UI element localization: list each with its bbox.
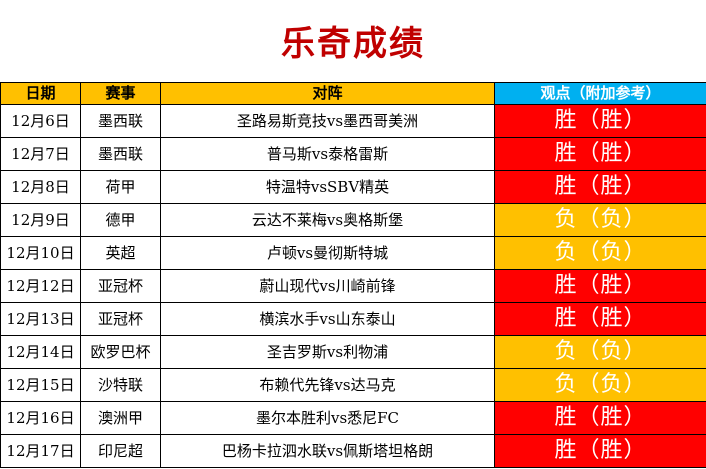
league-cell: 荷甲 bbox=[80, 170, 161, 204]
table-row: 12月7日 墨西联 普马斯vs泰格雷斯 胜（胜） bbox=[0, 137, 706, 171]
table-header-row: 日期 赛事 对阵 观点（附加参考） bbox=[0, 82, 706, 105]
match-cell: 卢顿vs曼彻斯特城 bbox=[160, 236, 495, 270]
league-cell: 德甲 bbox=[80, 203, 161, 237]
view-cell: 负（负） bbox=[494, 335, 706, 369]
match-cell: 圣吉罗斯vs利物浦 bbox=[160, 335, 495, 369]
column-header-match: 对阵 bbox=[160, 82, 495, 105]
column-header-league: 赛事 bbox=[80, 82, 161, 105]
league-cell: 亚冠杯 bbox=[80, 269, 161, 303]
league-cell: 墨西联 bbox=[80, 104, 161, 138]
table-row: 12月12日 亚冠杯 蔚山现代vs川崎前锋 胜（胜） bbox=[0, 269, 706, 303]
view-cell: 胜（胜） bbox=[494, 170, 706, 204]
table-row: 12月6日 墨西联 圣路易斯竞技vs墨西哥美洲 胜（胜） bbox=[0, 104, 706, 138]
date-cell: 12月14日 bbox=[0, 335, 81, 369]
league-cell: 沙特联 bbox=[80, 368, 161, 402]
league-cell: 澳洲甲 bbox=[80, 401, 161, 435]
view-cell: 胜（胜） bbox=[494, 269, 706, 303]
match-cell: 特温特vsSBV精英 bbox=[160, 170, 495, 204]
match-cell: 墨尔本胜利vs悉尼FC bbox=[160, 401, 495, 435]
view-cell: 胜（胜） bbox=[494, 104, 706, 138]
view-cell: 胜（胜） bbox=[494, 401, 706, 435]
league-cell: 印尼超 bbox=[80, 434, 161, 468]
view-cell: 负（负） bbox=[494, 368, 706, 402]
date-cell: 12月9日 bbox=[0, 203, 81, 237]
date-cell: 12月15日 bbox=[0, 368, 81, 402]
table-row: 12月14日 欧罗巴杯 圣吉罗斯vs利物浦 负（负） bbox=[0, 335, 706, 369]
table-row: 12月10日 英超 卢顿vs曼彻斯特城 负（负） bbox=[0, 236, 706, 270]
date-cell: 12月13日 bbox=[0, 302, 81, 336]
match-cell: 圣路易斯竞技vs墨西哥美洲 bbox=[160, 104, 495, 138]
match-cell: 普马斯vs泰格雷斯 bbox=[160, 137, 495, 171]
table-row: 12月17日 印尼超 巴杨卡拉泗水联vs佩斯塔坦格朗 胜（胜） bbox=[0, 434, 706, 468]
table-row: 12月9日 德甲 云达不莱梅vs奥格斯堡 负（负） bbox=[0, 203, 706, 237]
league-cell: 亚冠杯 bbox=[80, 302, 161, 336]
table-row: 12月13日 亚冠杯 横滨水手vs山东泰山 胜（胜） bbox=[0, 302, 706, 336]
match-cell: 云达不莱梅vs奥格斯堡 bbox=[160, 203, 495, 237]
league-cell: 英超 bbox=[80, 236, 161, 270]
view-cell: 负（负） bbox=[494, 203, 706, 237]
view-cell: 胜（胜） bbox=[494, 302, 706, 336]
match-cell: 布赖代先锋vs达马克 bbox=[160, 368, 495, 402]
table-row: 12月8日 荷甲 特温特vsSBV精英 胜（胜） bbox=[0, 170, 706, 204]
match-cell: 巴杨卡拉泗水联vs佩斯塔坦格朗 bbox=[160, 434, 495, 468]
date-cell: 12月8日 bbox=[0, 170, 81, 204]
league-cell: 欧罗巴杯 bbox=[80, 335, 161, 369]
page-title: 乐奇成绩 bbox=[281, 24, 425, 64]
view-cell: 负（负） bbox=[494, 236, 706, 270]
results-table: 日期 赛事 对阵 观点（附加参考） 12月6日 墨西联 圣路易斯竞技vs墨西哥美洲胜… bbox=[0, 82, 706, 468]
league-cell: 墨西联 bbox=[80, 137, 161, 171]
date-cell: 12月17日 bbox=[0, 434, 81, 468]
date-cell: 12月6日 bbox=[0, 104, 81, 138]
match-cell: 蔚山现代vs川崎前锋 bbox=[160, 269, 495, 303]
view-cell: 胜（胜） bbox=[494, 434, 706, 468]
match-cell: 横滨水手vs山东泰山 bbox=[160, 302, 495, 336]
table-row: 12月15日 沙特联 布赖代先锋vs达马克 负（负） bbox=[0, 368, 706, 402]
column-header-date: 日期 bbox=[0, 82, 81, 105]
column-header-view: 观点（附加参考） bbox=[494, 82, 706, 105]
view-cell: 胜（胜） bbox=[494, 137, 706, 171]
date-cell: 12月16日 bbox=[0, 401, 81, 435]
date-cell: 12月12日 bbox=[0, 269, 81, 303]
table-body: 12月6日 墨西联 圣路易斯竞技vs墨西哥美洲 胜（胜） 12月7日 墨西联 普马斯vs泰格… bbox=[0, 104, 706, 468]
date-cell: 12月7日 bbox=[0, 137, 81, 171]
table-row: 12月16日 澳洲甲 墨尔本胜利vs悉尼FC 胜（胜） bbox=[0, 401, 706, 435]
date-cell: 12月10日 bbox=[0, 236, 81, 270]
